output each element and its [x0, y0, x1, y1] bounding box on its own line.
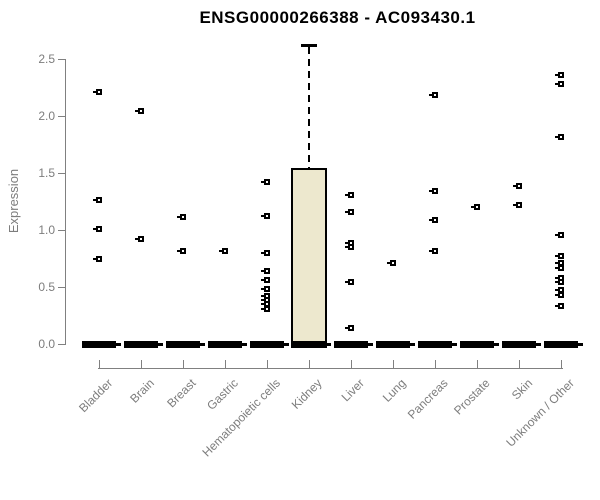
x-axis-tick — [309, 360, 310, 368]
median-bar — [460, 341, 499, 348]
x-axis-tick — [561, 360, 562, 368]
outlier-point — [93, 226, 102, 232]
x-axis-tick — [225, 360, 226, 368]
median-bar — [82, 341, 121, 348]
outlier-point — [429, 188, 438, 194]
outlier-point — [261, 268, 270, 274]
x-category-label: Liver — [338, 376, 367, 405]
median-bar — [250, 341, 289, 348]
outlier-point — [513, 183, 522, 189]
outlier-point — [93, 89, 102, 95]
outlier-point — [219, 248, 228, 254]
x-axis-tick — [519, 360, 520, 368]
median-bar — [124, 341, 163, 348]
y-tick-label: 0.0 — [38, 337, 55, 351]
outlier-point — [555, 81, 564, 87]
outlier-point — [345, 209, 354, 215]
x-axis-tick — [393, 360, 394, 368]
x-axis-line — [98, 368, 563, 369]
outlier-point — [261, 179, 270, 185]
outlier-point — [555, 134, 564, 140]
y-axis-line — [65, 59, 66, 345]
outlier-point — [471, 204, 480, 210]
outlier-point — [261, 286, 270, 292]
x-category-label: Breast — [164, 376, 199, 411]
x-category-label: Prostate — [451, 376, 493, 418]
x-category-label: Bladder — [75, 376, 115, 416]
x-category-label: Kidney — [289, 376, 325, 412]
outlier-point — [93, 197, 102, 203]
x-axis-tick — [435, 360, 436, 368]
median-bar — [208, 341, 247, 348]
x-axis-tick — [183, 360, 184, 368]
x-axis-tick — [141, 360, 142, 368]
outlier-point — [555, 265, 564, 271]
outlier-point — [93, 256, 102, 262]
y-tick-label: 1.5 — [38, 166, 55, 180]
x-category-label: Skin — [508, 376, 535, 403]
y-axis-tick — [58, 116, 65, 117]
outlier-point — [555, 253, 564, 259]
chart-title: ENSG00000266388 - AC093430.1 — [199, 8, 476, 27]
box — [291, 168, 327, 348]
x-category-label: Brain — [127, 376, 157, 406]
x-category-label: Pancreas — [405, 376, 451, 422]
outlier-point — [177, 214, 186, 220]
y-axis-label: Expression — [6, 168, 21, 234]
outlier-point — [261, 277, 270, 283]
x-category-label: Hematopoietic cells — [199, 376, 283, 460]
y-axis-tick — [58, 59, 65, 60]
outlier-point — [387, 260, 396, 266]
outlier-point — [345, 244, 354, 250]
x-axis-tick — [351, 360, 352, 368]
x-category-label: Gastric — [204, 376, 241, 413]
outlier-point — [555, 232, 564, 238]
x-axis-tick — [267, 360, 268, 368]
outlier-point — [345, 192, 354, 198]
y-axis-tick — [58, 173, 65, 174]
outlier-point — [555, 292, 564, 298]
outlier-point — [429, 92, 438, 98]
median-bar — [376, 341, 415, 348]
outlier-point — [345, 325, 354, 331]
y-tick-label: 2.0 — [38, 109, 55, 123]
outlier-point — [513, 202, 522, 208]
outlier-point — [135, 108, 144, 114]
outlier-point — [135, 236, 144, 242]
x-category-label: Lung — [380, 376, 409, 405]
outlier-point — [261, 213, 270, 219]
outlier-point — [429, 248, 438, 254]
median-bar — [166, 341, 205, 348]
median-bar — [544, 341, 583, 348]
y-axis-tick — [58, 230, 65, 231]
outlier-point — [261, 306, 270, 312]
median-bar — [292, 341, 331, 348]
whisker-cap — [301, 44, 317, 47]
outlier-point — [261, 250, 270, 256]
outlier-point — [555, 279, 564, 285]
median-bar — [502, 341, 541, 348]
y-axis-tick — [58, 287, 65, 288]
outlier-point — [555, 303, 564, 309]
outlier-point — [429, 217, 438, 223]
y-axis-tick — [58, 344, 65, 345]
y-tick-label: 2.5 — [38, 52, 55, 66]
y-tick-label: 0.5 — [38, 280, 55, 294]
outlier-point — [345, 279, 354, 285]
whisker-line — [308, 47, 310, 168]
x-axis-tick — [477, 360, 478, 368]
x-axis-tick — [99, 360, 100, 368]
outlier-point — [177, 248, 186, 254]
median-bar — [418, 341, 457, 348]
outlier-point — [555, 72, 564, 78]
median-bar — [334, 341, 373, 348]
y-tick-label: 1.0 — [38, 223, 55, 237]
